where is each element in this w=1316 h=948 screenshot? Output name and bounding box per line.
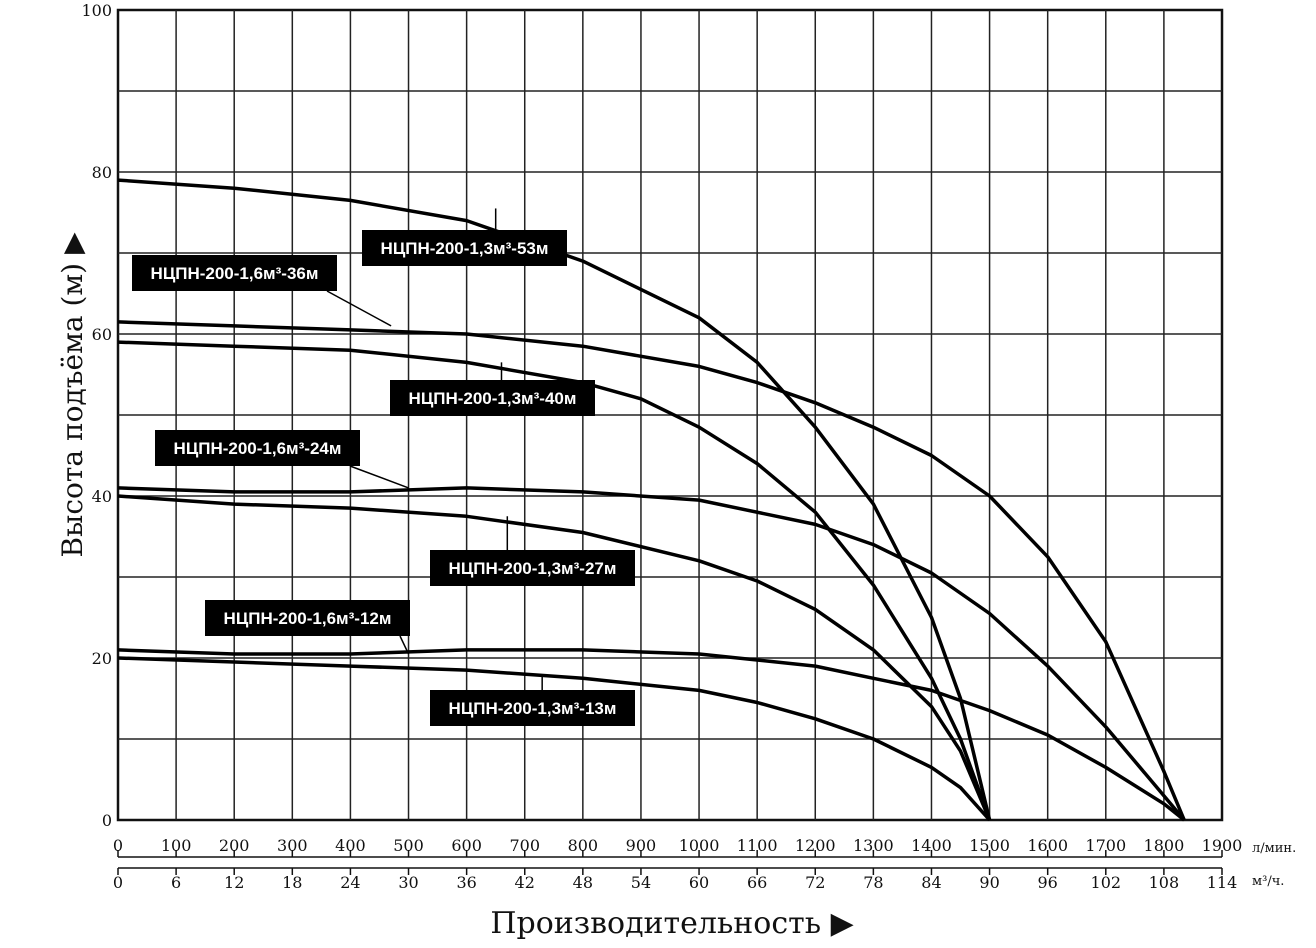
x-tick-label-secondary: 96 bbox=[1038, 873, 1058, 892]
x-axis-ticks: 0 100 200 300 400 500 600 700 800 900 1000 1100 1200… bbox=[113, 836, 1242, 855]
x-tick-label: 1800 bbox=[1144, 836, 1185, 855]
x-tick-label-secondary: 24 bbox=[340, 873, 360, 892]
series-line bbox=[117, 486, 1186, 822]
series-label-text: НЦПН-200-1,3м³-40м bbox=[409, 389, 577, 408]
y-axis-ticks: 0 20 40 60 80 100 bbox=[81, 1, 112, 830]
x-tick-label-secondary: 102 bbox=[1091, 873, 1122, 892]
series-line bbox=[117, 494, 992, 821]
label-pointer bbox=[326, 290, 392, 327]
label-pointer bbox=[399, 635, 410, 655]
y-tick-label: 20 bbox=[92, 649, 112, 668]
series-line bbox=[117, 320, 1186, 821]
x-tick-label: 1300 bbox=[853, 836, 894, 855]
grid bbox=[116, 8, 1224, 875]
label-box bbox=[155, 430, 360, 466]
x-tick-label: 500 bbox=[393, 836, 424, 855]
x-tick-label: 200 bbox=[219, 836, 250, 855]
series-label-text: НЦПН-200-1,3м³-27м bbox=[449, 559, 617, 578]
series-label: НЦПН-200-1,3м³-13м bbox=[430, 674, 635, 726]
y-tick-label: 0 bbox=[102, 811, 112, 830]
x-tick-label: 400 bbox=[335, 836, 366, 855]
x-tick-label: 0 bbox=[113, 836, 123, 855]
x-tick-label: 1100 bbox=[737, 836, 778, 855]
series-label-text: НЦПН-200-1,3м³-13м bbox=[449, 699, 617, 718]
label-pointer bbox=[349, 465, 409, 489]
x-axis-ticks-secondary: 0 6 12 18 24 30 36 42 48 54 60 66 72 78 84 90 96 102 108 11… bbox=[113, 873, 1237, 892]
x-tick-label-secondary: 6 bbox=[171, 873, 181, 892]
x-tick-label: 1600 bbox=[1027, 836, 1068, 855]
series-line bbox=[117, 340, 992, 821]
x-tick-label: 1700 bbox=[1085, 836, 1126, 855]
label-box bbox=[205, 600, 410, 636]
x-tick-label-secondary: 72 bbox=[805, 873, 825, 892]
series-label-text: НЦПН-200-1,3м³-53м bbox=[381, 239, 549, 258]
x-unit-primary: л/мин. bbox=[1252, 841, 1296, 856]
x-tick-label: 1000 bbox=[679, 836, 720, 855]
series-label: НЦПН-200-1,3м³-27м bbox=[430, 516, 635, 586]
x-tick-label: 800 bbox=[568, 836, 599, 855]
series-label: НЦПН-200-1,6м³-12м bbox=[205, 600, 410, 655]
y-tick-label: 60 bbox=[92, 325, 112, 344]
x-tick-label-secondary: 48 bbox=[573, 873, 593, 892]
label-box bbox=[430, 550, 635, 586]
x-tick-label: 1900 bbox=[1202, 836, 1243, 855]
x-tick-label: 900 bbox=[626, 836, 657, 855]
series-label-text: НЦПН-200-1,6м³-24м bbox=[174, 439, 342, 458]
series-label: НЦПН-200-1,6м³-24м bbox=[155, 430, 409, 489]
series-label: НЦПН-200-1,3м³-53м bbox=[362, 208, 567, 266]
x-tick-label-secondary: 84 bbox=[921, 873, 941, 892]
x-tick-label-secondary: 108 bbox=[1149, 873, 1180, 892]
series-line bbox=[117, 178, 992, 821]
x-axis-title: Производительность ▶ bbox=[490, 906, 853, 941]
x-tick-label: 1200 bbox=[795, 836, 836, 855]
y-tick-label: 80 bbox=[92, 163, 112, 182]
series-label: НЦПН-200-1,6м³-36м bbox=[132, 255, 392, 327]
x-tick-label: 700 bbox=[509, 836, 540, 855]
x-tick-label-secondary: 60 bbox=[689, 873, 709, 892]
x-tick-label-secondary: 114 bbox=[1207, 873, 1238, 892]
x-tick-label-secondary: 0 bbox=[113, 873, 123, 892]
x-tick-label-secondary: 66 bbox=[747, 873, 767, 892]
curves bbox=[117, 178, 1186, 822]
x-tick-label: 1400 bbox=[911, 836, 952, 855]
label-box bbox=[362, 230, 567, 266]
label-box bbox=[132, 255, 337, 291]
x-axis-lines bbox=[117, 850, 1223, 875]
series-label-text: НЦПН-200-1,6м³-36м bbox=[151, 264, 319, 283]
x-tick-label: 600 bbox=[451, 836, 482, 855]
x-tick-label-secondary: 12 bbox=[224, 873, 244, 892]
series-labels: НЦПН-200-1,3м³-53м НЦПН-200-1,6м³-36м НЦПН… bbox=[132, 208, 635, 726]
x-tick-label-secondary: 54 bbox=[631, 873, 651, 892]
series-label-text: НЦПН-200-1,6м³-12м bbox=[224, 609, 392, 628]
y-tick-label: 100 bbox=[81, 1, 112, 20]
label-box bbox=[390, 380, 595, 416]
series-line bbox=[117, 656, 991, 822]
y-tick-label: 40 bbox=[92, 487, 112, 506]
series-label: НЦПН-200-1,3м³-40м bbox=[390, 362, 595, 416]
x-tick-label-secondary: 78 bbox=[863, 873, 883, 892]
x-tick-label-secondary: 36 bbox=[456, 873, 476, 892]
x-tick-label: 100 bbox=[161, 836, 192, 855]
x-tick-label-secondary: 90 bbox=[979, 873, 999, 892]
x-tick-label: 300 bbox=[277, 836, 308, 855]
x-tick-label: 1500 bbox=[969, 836, 1010, 855]
x-tick-label-secondary: 42 bbox=[515, 873, 535, 892]
label-box bbox=[430, 690, 635, 726]
x-tick-label-secondary: 18 bbox=[282, 873, 302, 892]
x-tick-label-secondary: 30 bbox=[398, 873, 418, 892]
series-line bbox=[117, 648, 1186, 822]
y-axis-title: Высота подъёма (м) ▶ bbox=[56, 232, 89, 558]
x-unit-secondary: м³/ч. bbox=[1252, 874, 1284, 889]
